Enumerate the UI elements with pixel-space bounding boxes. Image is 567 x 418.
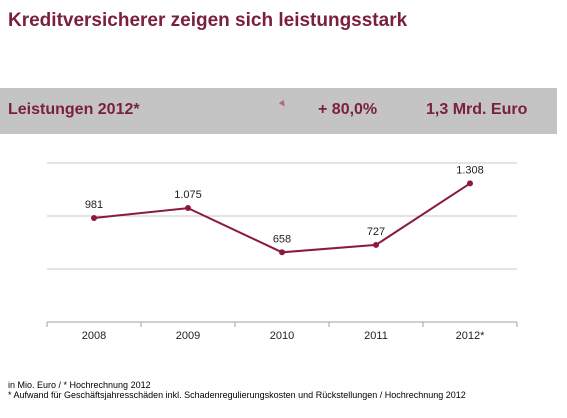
chart-grid (47, 162, 517, 270)
data-point-2010 (279, 249, 285, 256)
banner-label: Leistungen 2012* (8, 101, 140, 118)
x-tick-label-3: 2011 (364, 330, 388, 342)
data-points (91, 180, 473, 256)
x-tick-label-1: 2009 (176, 330, 200, 342)
summary-banner: Leistungen 2012* + 80,0% 1,3 Mrd. Euro (0, 88, 557, 134)
data-label-2012*: 1.308 (456, 164, 484, 176)
footnote-unit: in Mio. Euro / * Hochrechnung 2012 (8, 380, 151, 390)
data-label-2011: 727 (367, 226, 385, 238)
x-tick-label-0: 2008 (82, 330, 106, 342)
page-title: Kreditversicherer zeigen sich leistungss… (8, 10, 408, 31)
x-tick-labels: 2008 2009 2010 2011 2012* (82, 330, 485, 342)
data-labels: 981 1.075 658 727 1.308 (85, 164, 484, 245)
banner-change: + 80,0% (318, 101, 378, 118)
data-point-2012* (467, 180, 473, 187)
data-point-2008 (91, 215, 97, 222)
data-point-2009 (185, 205, 191, 212)
x-tick-label-2: 2010 (270, 330, 294, 342)
data-label-2009: 1.075 (174, 189, 202, 201)
footnote-definition: * Aufwand für Geschäftsjahresschäden ink… (8, 390, 466, 400)
data-label-2008: 981 (85, 199, 103, 211)
banner-amount: 1,3 Mrd. Euro (426, 101, 528, 118)
x-tick-label-4: 2012* (456, 330, 485, 342)
data-point-2011 (373, 241, 379, 248)
x-axis (46, 321, 518, 327)
data-label-2010: 658 (273, 233, 291, 245)
